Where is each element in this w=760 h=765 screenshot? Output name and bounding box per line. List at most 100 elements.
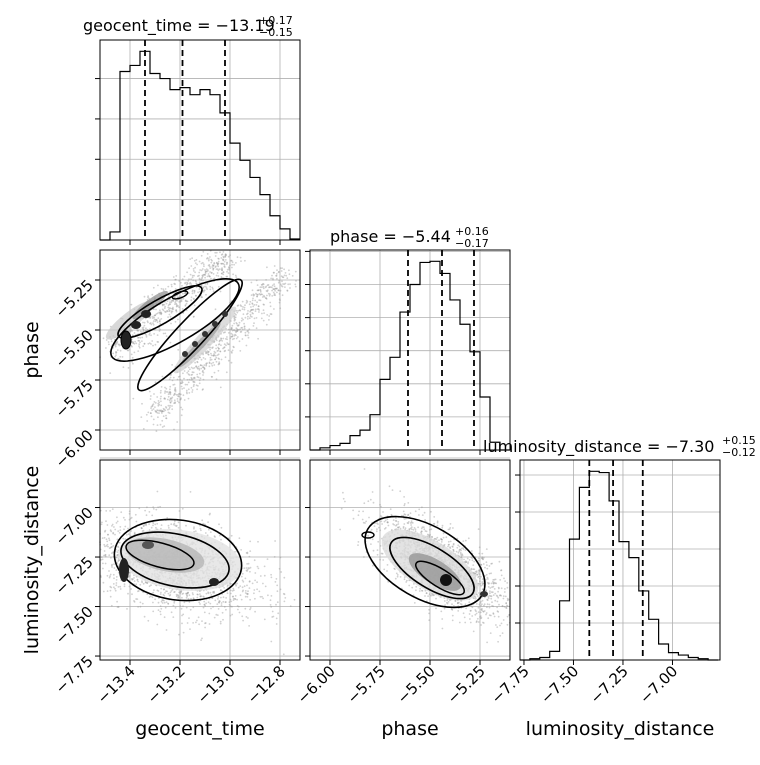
scatter-point xyxy=(225,254,227,256)
density-peak xyxy=(209,578,219,586)
scatter-point xyxy=(102,559,104,561)
scatter-point xyxy=(113,563,115,565)
scatter-point xyxy=(279,299,281,301)
scatter-point xyxy=(489,604,491,606)
scatter-point xyxy=(164,398,166,400)
scatter-point xyxy=(435,598,437,600)
scatter-point xyxy=(486,568,488,570)
scatter-point xyxy=(463,612,465,614)
scatter-point xyxy=(492,586,494,588)
scatter-point xyxy=(229,601,231,603)
scatter-point xyxy=(190,299,192,301)
scatter-point xyxy=(188,374,190,376)
scatter-point xyxy=(200,364,202,366)
scatter-point xyxy=(486,564,488,566)
density-peak xyxy=(192,341,198,347)
scatter-point xyxy=(227,269,229,271)
scatter-point xyxy=(217,264,219,266)
scatter-point xyxy=(274,290,276,292)
scatter-point xyxy=(144,325,146,327)
scatter-point xyxy=(134,580,136,582)
scatter-point xyxy=(263,309,265,311)
scatter-point xyxy=(473,631,475,633)
scatter-point xyxy=(119,532,121,534)
scatter-point xyxy=(339,529,341,531)
scatter-point xyxy=(180,605,182,607)
scatter-point xyxy=(370,499,372,501)
scatter-point xyxy=(487,603,489,605)
scatter-point xyxy=(160,608,162,610)
scatter-point xyxy=(188,278,190,280)
scatter-point xyxy=(205,532,207,534)
scatter-point xyxy=(480,615,482,617)
scatter-point xyxy=(392,489,394,491)
hist-panel-geocent-time xyxy=(95,40,300,240)
scatter-point xyxy=(440,538,442,540)
scatter-point xyxy=(216,262,218,264)
scatter-point xyxy=(456,547,458,549)
scatter-point xyxy=(167,316,169,318)
scatter-point xyxy=(189,258,191,260)
scatter-point xyxy=(147,322,149,324)
scatter-point xyxy=(358,541,360,543)
scatter-point xyxy=(379,504,381,506)
scatter-point xyxy=(228,256,230,258)
scatter-point xyxy=(247,318,249,320)
scatter-point xyxy=(132,334,134,336)
scatter-point xyxy=(276,269,278,271)
scatter-point xyxy=(241,327,243,329)
scatter-point xyxy=(275,581,277,583)
scatter-point xyxy=(205,365,207,367)
scatter-point xyxy=(160,424,162,426)
scatter-point xyxy=(183,378,185,380)
scatter-point xyxy=(243,323,245,325)
scatter-point xyxy=(143,525,145,527)
scatter-point xyxy=(276,278,278,280)
scatter-point xyxy=(252,583,254,585)
scatter-point xyxy=(211,376,213,378)
scatter-point xyxy=(217,354,219,356)
scatter-point xyxy=(221,273,223,275)
scatter-point xyxy=(274,293,276,295)
scatter-point xyxy=(421,528,423,530)
scatter-point xyxy=(256,581,258,583)
scatter-point xyxy=(190,377,192,379)
scatter-point xyxy=(150,343,152,345)
scatter-point xyxy=(442,628,444,630)
scatter-point xyxy=(478,592,480,594)
scatter-point xyxy=(156,396,158,398)
scatter-point xyxy=(242,306,244,308)
scatter-point xyxy=(147,620,149,622)
scatter-point xyxy=(161,524,163,526)
scatter-point xyxy=(471,557,473,559)
scatter-point xyxy=(144,296,146,298)
scatter-point xyxy=(233,598,235,600)
scatter-point xyxy=(276,623,278,625)
scatter-point xyxy=(273,272,275,274)
scatter-point xyxy=(130,588,132,590)
scatter-point xyxy=(452,546,454,548)
scatter-point xyxy=(397,521,399,523)
scatter-point xyxy=(433,516,435,518)
scatter-point xyxy=(407,514,409,516)
scatter-point xyxy=(276,292,278,294)
scatter-point xyxy=(459,622,461,624)
scatter-point xyxy=(486,548,488,550)
scatter-point xyxy=(180,407,182,409)
scatter-point xyxy=(441,541,443,543)
scatter-point xyxy=(208,601,210,603)
scatter-point xyxy=(102,568,104,570)
scatter-point xyxy=(117,546,119,548)
scatter-point xyxy=(202,370,204,372)
scatter-point xyxy=(451,609,453,611)
scatter-point xyxy=(471,615,473,617)
scatter-point xyxy=(254,572,256,574)
scatter-point xyxy=(270,606,272,608)
scatter-point xyxy=(272,279,274,281)
scatter-point xyxy=(284,601,286,603)
scatter-point xyxy=(233,589,235,591)
scatter-point xyxy=(463,559,465,561)
scatter-point xyxy=(279,302,281,304)
scatter-point xyxy=(188,388,190,390)
scatter-point xyxy=(258,299,260,301)
